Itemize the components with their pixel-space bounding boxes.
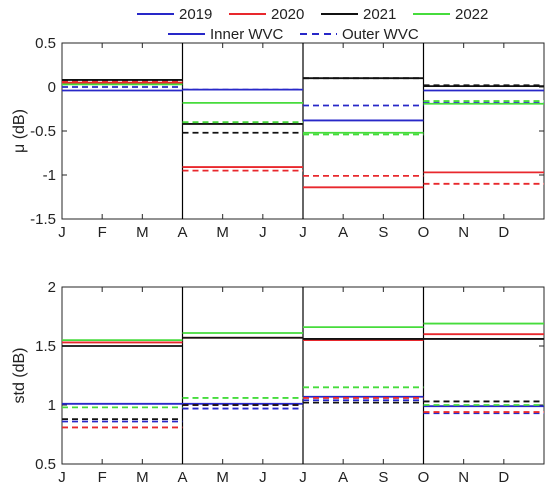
- legend-item-2021: 2021: [321, 6, 396, 23]
- legend-label-2019: 2019: [179, 6, 212, 23]
- x-tick-label: J: [259, 469, 267, 486]
- y-tick-label: 0.5: [35, 35, 56, 52]
- x-tick-label: A: [177, 469, 187, 486]
- x-tick-label: J: [259, 224, 267, 241]
- x-tick-label: F: [98, 224, 107, 241]
- legend-label-2020: 2020: [271, 6, 304, 23]
- y-tick-label: 1.5: [35, 338, 56, 355]
- x-tick-label: F: [98, 469, 107, 486]
- legend-item-2019: 2019: [137, 6, 212, 23]
- y-tick-label: 0: [48, 79, 56, 96]
- legend: 2019 2020 2021 2022 Inner WVC Outer WVC: [137, 6, 488, 43]
- legend-label-2021: 2021: [363, 6, 396, 23]
- legend-item-2020: 2020: [229, 6, 304, 23]
- y-axis-label: std (dB): [11, 347, 28, 403]
- x-tick-label: J: [299, 469, 307, 486]
- y-axis-label: μ (dB): [11, 109, 28, 153]
- y-tick-label: 0.5: [35, 456, 56, 473]
- x-tick-label: M: [136, 224, 149, 241]
- y-tick-label: 1: [48, 397, 56, 414]
- x-tick-label: M: [136, 469, 149, 486]
- legend-label-inner-wvc: Inner WVC: [210, 26, 284, 43]
- x-tick-label: D: [498, 224, 509, 241]
- x-tick-label: O: [418, 224, 430, 241]
- y-tick-label: -0.5: [30, 123, 56, 140]
- y-tick-label: 2: [48, 279, 56, 296]
- x-tick-label: M: [216, 224, 229, 241]
- x-tick-label: S: [378, 224, 388, 241]
- x-tick-label: N: [458, 224, 469, 241]
- x-tick-label: J: [299, 224, 307, 241]
- x-tick-label: A: [177, 224, 187, 241]
- mean-panel: -1.5 -1 -0.5 0 0.5 J F M A M J J A S O N Dμ (dB): [11, 35, 545, 241]
- x-tick-label: J: [58, 224, 66, 241]
- legend-item-outer-wvc: Outer WVC: [300, 26, 419, 43]
- x-tick-label: M: [216, 469, 229, 486]
- x-tick-label: O: [418, 469, 430, 486]
- x-tick-label: N: [458, 469, 469, 486]
- x-tick-label: A: [338, 224, 348, 241]
- legend-item-2022: 2022: [413, 6, 488, 23]
- legend-item-inner-wvc: Inner WVC: [168, 26, 284, 43]
- legend-label-outer-wvc: Outer WVC: [342, 26, 419, 43]
- x-tick-label: S: [378, 469, 388, 486]
- y-tick-label: -1: [43, 167, 56, 184]
- x-tick-label: J: [58, 469, 66, 486]
- x-tick-label: A: [338, 469, 348, 486]
- x-tick-label: D: [498, 469, 509, 486]
- legend-label-2022: 2022: [455, 6, 488, 23]
- y-tick-label: -1.5: [30, 211, 56, 228]
